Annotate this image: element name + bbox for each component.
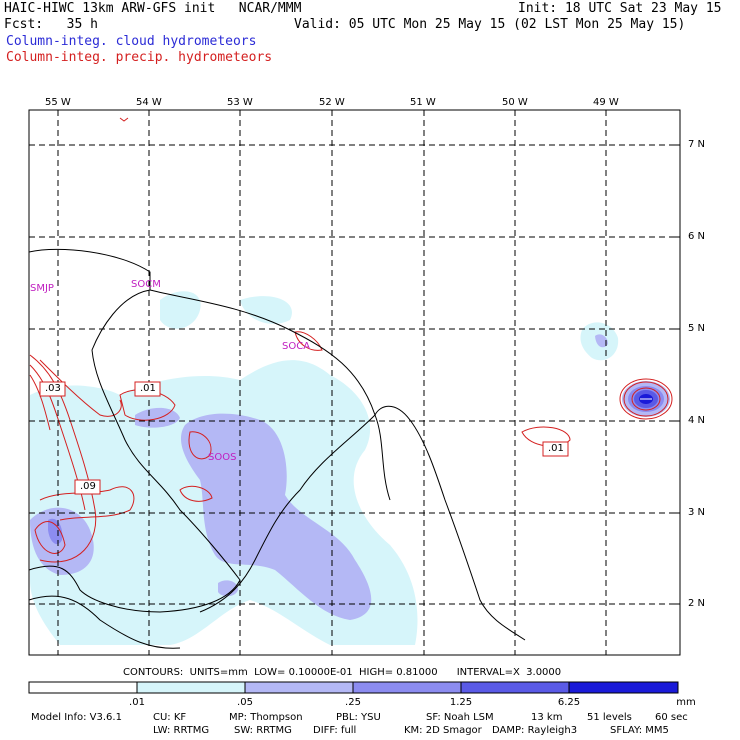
colorbar-label: 6.25 [557, 697, 581, 708]
lon-label-50w: 50 W [502, 97, 528, 108]
init-time: Init: 18 UTC Sat 23 May 15 [518, 1, 722, 16]
footer-mp: MP: Thompson [229, 712, 303, 723]
station-smjp: SMJP [30, 283, 54, 294]
contour-label: .01 [548, 443, 564, 454]
footer-lw: LW: RRTMG [153, 725, 210, 736]
precip-contours [29, 117, 673, 563]
lon-label-54w: 54 W [136, 97, 162, 108]
frame-ticks [57, 110, 680, 605]
footer-damp: DAMP: Rayleigh3 [492, 725, 578, 736]
footer-pbl: PBL: YSU [336, 712, 381, 723]
contour-label-boxes [39, 381, 569, 495]
colorbar [28, 681, 679, 694]
coastlines [29, 248, 526, 649]
lat-label-7n: 7 N [688, 139, 706, 150]
footer-levels: 51 levels [587, 712, 632, 723]
shaded-fields [30, 291, 670, 645]
station-socm: SOCM [131, 279, 161, 290]
lon-label-51w: 51 W [410, 97, 436, 108]
footer-cu: CU: KF [153, 712, 187, 723]
model-title: HAIC-HIWC 13km ARW-GFS init NCAR/MMM [4, 1, 302, 16]
footer-model-info: Model Info: V3.6.1 [31, 712, 122, 723]
lon-label-55w: 55 W [45, 97, 71, 108]
graticule [29, 110, 680, 655]
field-cloud-label: Column-integ. cloud hydrometeors [6, 34, 257, 49]
valid-time: Valid: 05 UTC Mon 25 May 15 (02 LST Mon … [294, 17, 686, 32]
station-soca: SOCA [282, 341, 311, 352]
contour-label: .01 [140, 383, 156, 394]
lat-label-6n: 6 N [688, 231, 706, 242]
contour-info: CONTOURS: UNITS=mm LOW= 0.10000E-01 HIGH… [123, 667, 562, 678]
footer-timestep: 60 sec [655, 712, 688, 723]
footer-sflay: SFLAY: MM5 [610, 725, 669, 736]
lat-label-5n: 5 N [688, 323, 706, 334]
colorbar-label: .05 [237, 697, 253, 708]
forecast-hour: Fcst: 35 h [4, 17, 98, 32]
lat-label-4n: 4 N [688, 415, 706, 426]
colorbar-units: mm [676, 697, 696, 708]
lon-label-53w: 53 W [227, 97, 253, 108]
footer-res: 13 km [531, 712, 563, 723]
contour-label: .03 [45, 383, 61, 394]
lat-label-2n: 2 N [688, 598, 706, 609]
footer-sw: SW: RRTMG [234, 725, 292, 736]
contour-label: .09 [80, 481, 96, 492]
colorbar-label: .25 [345, 697, 361, 708]
colorbar-label: .01 [129, 697, 145, 708]
station-soos: SOOS [208, 452, 237, 463]
footer-sf: SF: Noah LSM [426, 712, 494, 723]
field-precip-label: Column-integ. precip. hydrometeors [6, 50, 273, 65]
cloud-field-medium [180, 413, 372, 620]
lon-label-49w: 49 W [593, 97, 619, 108]
footer-km: KM: 2D Smagor [404, 725, 482, 736]
colorbar-label: 1.25 [449, 697, 473, 708]
footer-diff: DIFF: full [313, 725, 357, 736]
lon-label-52w: 52 W [319, 97, 345, 108]
lat-label-3n: 3 N [688, 507, 706, 518]
map-frame [28, 109, 681, 656]
